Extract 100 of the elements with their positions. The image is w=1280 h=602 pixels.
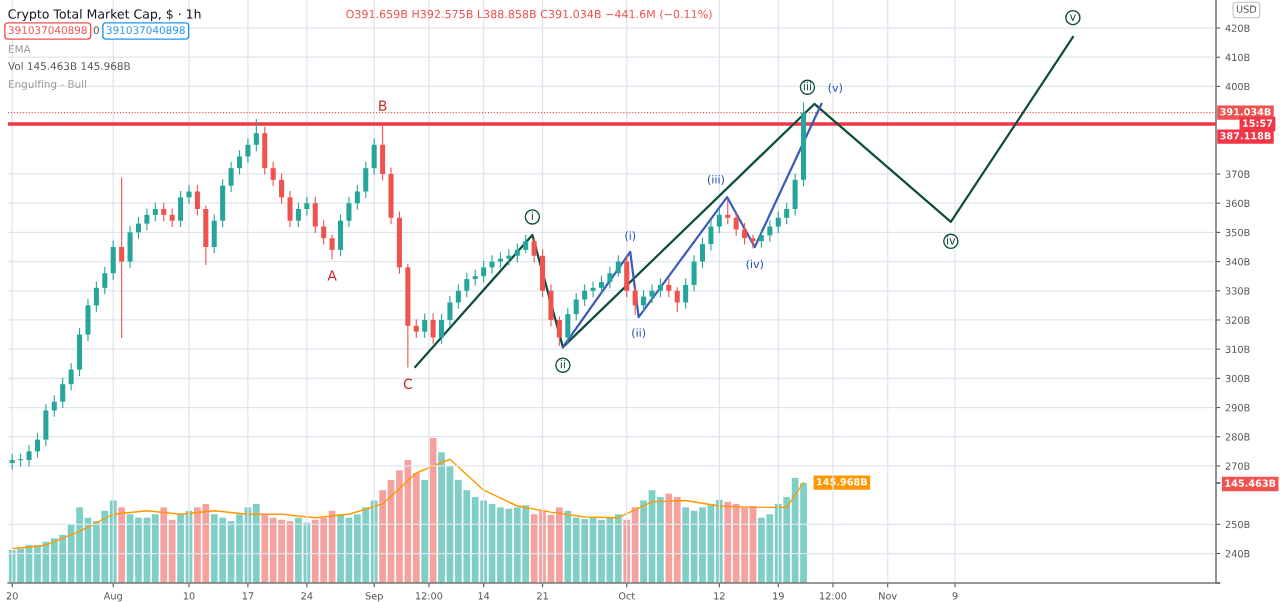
candlestick — [422, 313, 428, 339]
y-tick-label: 310B — [1225, 345, 1250, 353]
bar — [598, 519, 605, 583]
annotation: C — [403, 378, 412, 390]
x-tick-label: Aug — [103, 592, 122, 602]
x-tick-label: 12 — [714, 592, 725, 600]
candlestick — [750, 234, 756, 249]
candlestick — [287, 190, 293, 228]
y2-tick-label: 145.463B — [1225, 479, 1276, 487]
annotation: B — [379, 100, 387, 111]
annotation: (iii) — [707, 175, 724, 185]
text: Crypto Total Market Cap, $ · 1h — [8, 9, 201, 22]
candlestick — [228, 161, 234, 193]
candlestick — [455, 284, 461, 309]
x-tick-label: 24 — [301, 592, 313, 600]
annotation: iii — [803, 81, 812, 91]
y-tick-label: 400B — [1225, 82, 1250, 91]
candlestick — [565, 307, 571, 344]
candlestick — [699, 237, 706, 268]
y-tick-label: 370B — [1225, 170, 1250, 178]
text: 15:57 — [1243, 119, 1273, 127]
y-tick-label: 270B — [1225, 462, 1250, 470]
candlestick — [506, 249, 512, 266]
candlestick — [733, 211, 739, 236]
bar — [118, 507, 126, 583]
y-tick-label: 290B — [1225, 404, 1250, 412]
bar — [724, 501, 732, 583]
candlestick — [439, 313, 445, 344]
annotation: A — [327, 270, 337, 281]
x-tick-label: 20 — [6, 592, 18, 600]
bar — [497, 507, 504, 583]
candlestick — [26, 444, 32, 467]
bar — [682, 507, 690, 583]
bar — [421, 479, 429, 583]
candlestick — [447, 296, 453, 327]
bar — [438, 452, 445, 583]
annotation: (ii) — [632, 328, 646, 339]
annotation: (i) — [625, 231, 636, 242]
x-tick-label: 21 — [537, 592, 548, 600]
candlestick — [93, 281, 99, 312]
candlestick — [236, 150, 243, 175]
candlestick — [371, 138, 377, 175]
y-tick-label: 280B — [1225, 433, 1250, 441]
candlestick — [691, 255, 697, 292]
annotation: (iv) — [746, 259, 763, 270]
candlestick — [178, 190, 184, 228]
candlestick — [742, 223, 748, 245]
candlestick — [674, 287, 680, 312]
candlestick — [34, 433, 40, 458]
y-tick-label: 410B — [1225, 53, 1250, 62]
bar — [34, 545, 41, 583]
annotation: 391037040898 — [8, 26, 87, 35]
text: USD — [1236, 5, 1257, 13]
candlestick — [363, 161, 369, 198]
bar — [168, 519, 176, 583]
bar — [673, 497, 681, 583]
candlestick — [716, 208, 722, 233]
annotation: v — [1069, 14, 1076, 21]
x-tick-label: 10 — [183, 592, 195, 600]
bar — [379, 490, 386, 583]
bar — [564, 510, 572, 583]
y-tick-label: 320B — [1225, 316, 1250, 324]
bar — [177, 514, 184, 583]
bar — [631, 507, 639, 583]
candlestick — [767, 220, 773, 242]
y-tick-label: 240B — [1225, 549, 1250, 558]
bar — [640, 500, 647, 583]
candlestick — [329, 234, 335, 260]
y-tick-label: 340B — [1225, 258, 1250, 266]
candlestick — [51, 395, 57, 417]
bar — [261, 514, 269, 583]
annotation: (v) — [828, 83, 842, 94]
candlestick — [354, 185, 360, 210]
candlestick — [632, 287, 638, 315]
x-tick-label: 12:00 — [415, 592, 443, 600]
y-tick-label: 350B — [1225, 228, 1250, 237]
candlestick — [135, 217, 142, 239]
x-tick-label: 12:00 — [820, 592, 847, 600]
bar — [614, 514, 622, 583]
annotation: Vol 145.463B 145.968B — [8, 61, 130, 71]
bar — [412, 473, 420, 583]
bar — [151, 514, 159, 583]
candlestick — [295, 202, 301, 228]
bar — [160, 507, 168, 583]
bar — [135, 517, 142, 583]
y-tick-label: 360B — [1225, 199, 1250, 208]
candlestick — [346, 196, 352, 228]
annotation: i — [531, 211, 533, 221]
candlestick — [253, 119, 259, 152]
candlestick — [119, 177, 125, 339]
y-tick-label: 300B — [1225, 374, 1250, 383]
candlestick — [775, 211, 781, 233]
candlestick — [68, 363, 74, 391]
candlestick — [18, 453, 24, 467]
x-tick-label: Oct — [618, 592, 635, 600]
candlestick — [270, 161, 276, 187]
candlestick — [144, 208, 150, 231]
ref-line-label: 391.034B — [1220, 108, 1271, 116]
bar — [556, 507, 563, 583]
candlestick — [430, 313, 436, 344]
